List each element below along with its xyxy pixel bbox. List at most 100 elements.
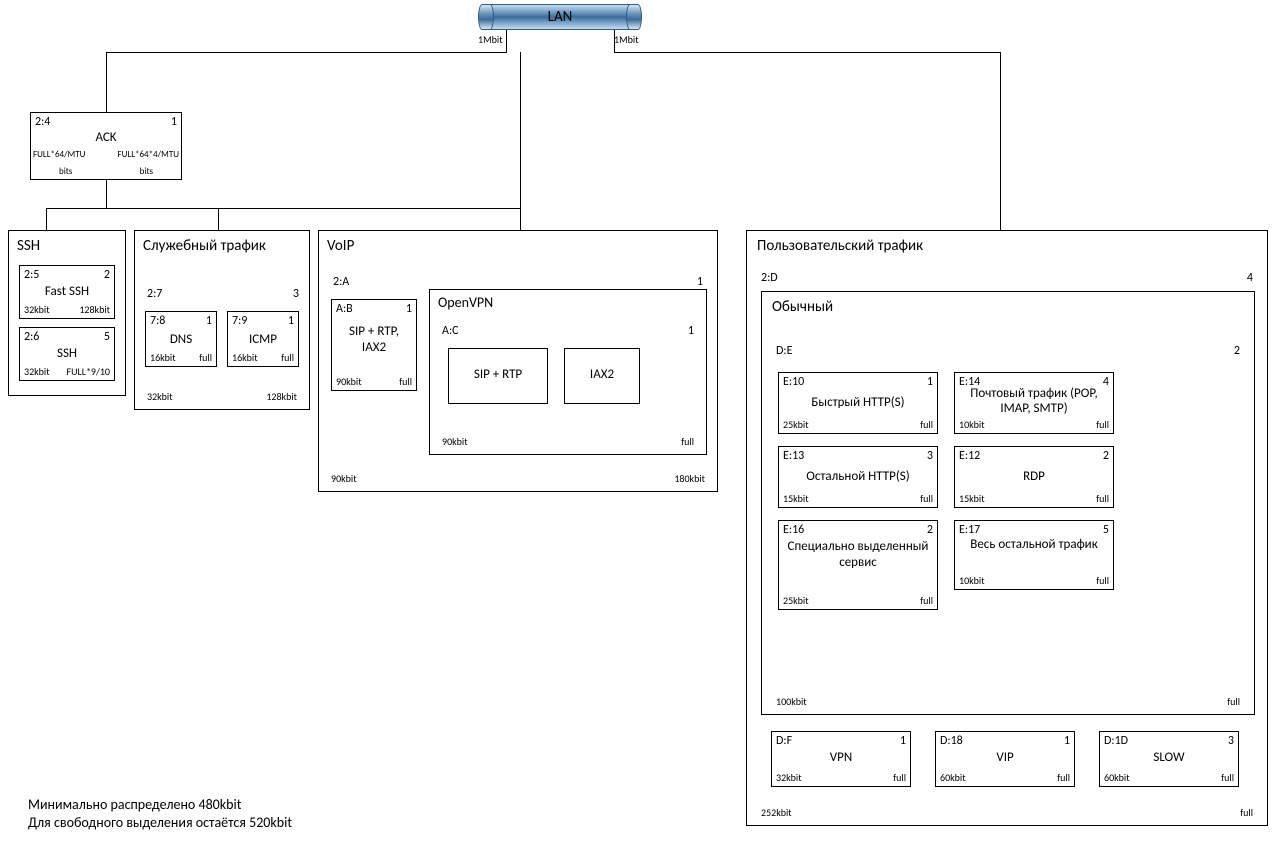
- ssh-box: 2:6 5 SSH 32kbit FULL*9/10: [19, 327, 115, 381]
- voip-group: VoIP 2:A 1 A:B 1 SIP + RTP, IAX2 90kbit …: [318, 230, 718, 492]
- e13-label: Остальной HTTP(S): [779, 469, 937, 484]
- e12-id: E:12: [959, 449, 980, 463]
- fast-ssh-min: 32kbit: [24, 303, 50, 316]
- footer-line1: Минимально распределено 480kbit: [28, 796, 241, 813]
- slow-max: full: [1221, 771, 1234, 784]
- normal-title: Обычный: [772, 298, 833, 316]
- footer-line2: Для свободного выделения остаётся 520kbi…: [28, 814, 292, 831]
- ovpn-sip-label: SIP + RTP: [449, 367, 547, 382]
- e17-label: Весь остальной трафик: [955, 537, 1113, 553]
- e16-box: E:16 2 Специально выделенный сервис 25kb…: [778, 520, 938, 610]
- e17-prio: 5: [1103, 523, 1109, 537]
- ssh-prio: 5: [104, 330, 110, 344]
- ack-id: 2:4: [35, 115, 50, 129]
- e13-id: E:13: [783, 449, 804, 463]
- fast-ssh-prio: 2: [104, 268, 110, 282]
- sip-rtp-iax-box: A:B 1 SIP + RTP, IAX2 90kbit full: [331, 299, 417, 391]
- fast-ssh-label: Fast SSH: [20, 284, 114, 299]
- e14-max: full: [1096, 418, 1109, 431]
- ssh-id: 2:6: [24, 330, 39, 344]
- e16-label: Специально выделенный сервис: [779, 539, 937, 570]
- e13-min: 15kbit: [783, 492, 809, 505]
- slow-label: SLOW: [1100, 750, 1238, 765]
- slow-box: D:1D 3 SLOW 60kbit full: [1099, 731, 1239, 787]
- dns-max: full: [199, 351, 212, 364]
- vip-label: VIP: [936, 750, 1074, 765]
- ssh-min: 32kbit: [24, 365, 50, 378]
- fast-ssh-box: 2:5 2 Fast SSH 32kbit 128kbit: [19, 265, 115, 319]
- normal-box: Обычный D:E 2 E:10 1 Быстрый HTTP(S) 25k…: [761, 291, 1255, 715]
- e10-prio: 1: [927, 375, 933, 389]
- ovpn-iax-box: IAX2: [564, 348, 640, 404]
- ack-right-sub: FULL*64*4/MTU: [118, 149, 179, 160]
- e12-max: full: [1096, 492, 1109, 505]
- openvpn-box: OpenVPN A:C 1 SIP + RTP IAX2 90kbit full: [429, 289, 707, 455]
- service-title: Служебный трафик: [143, 237, 293, 255]
- ack-prio: 1: [171, 115, 177, 129]
- vpn-min: 32kbit: [776, 771, 802, 784]
- ovpn-iax-label: IAX2: [565, 367, 639, 382]
- icmp-label: ICMP: [228, 332, 298, 347]
- e13-box: E:13 3 Остальной HTTP(S) 15kbit full: [778, 446, 938, 508]
- ack-right-bits: bits: [140, 166, 153, 177]
- e16-max: full: [920, 594, 933, 607]
- service-min: 32kbit: [147, 390, 173, 403]
- vpn-prio: 1: [900, 734, 906, 748]
- e10-box: E:10 1 Быстрый HTTP(S) 25kbit full: [778, 372, 938, 434]
- vpn-id: D:F: [776, 734, 792, 748]
- normal-id: D:E: [776, 344, 792, 358]
- voip-prio: 1: [697, 275, 703, 289]
- service-group: Служебный трафик 2:7 3 7:8 1 DNS 16kbit …: [134, 230, 310, 410]
- user-max: full: [1240, 806, 1253, 819]
- e10-min: 25kbit: [783, 418, 809, 431]
- fast-ssh-max: 128kbit: [79, 303, 110, 316]
- e17-box: E:17 5 Весь остальной трафик 10kbit full: [954, 520, 1114, 590]
- slow-prio: 3: [1228, 734, 1234, 748]
- slow-id: D:1D: [1104, 734, 1128, 748]
- fast-ssh-id: 2:5: [24, 268, 39, 282]
- service-id: 2:7: [147, 287, 162, 301]
- openvpn-prio: 1: [688, 324, 694, 338]
- dns-label: DNS: [146, 332, 216, 347]
- icmp-box: 7:9 1 ICMP 16kbit full: [227, 311, 299, 367]
- openvpn-title: OpenVPN: [438, 294, 493, 311]
- e13-prio: 3: [927, 449, 933, 463]
- e12-box: E:12 2 RDP 15kbit full: [954, 446, 1114, 508]
- dns-id: 7:8: [150, 314, 165, 328]
- e16-id: E:16: [783, 523, 804, 537]
- vpn-label: VPN: [772, 750, 910, 765]
- sip-prio: 1: [406, 302, 412, 316]
- sip-min: 90kbit: [336, 375, 362, 388]
- e16-min: 25kbit: [783, 594, 809, 607]
- e14-label: Почтовый трафик (POP, IMAP, SMTP): [955, 387, 1113, 417]
- e12-min: 15kbit: [959, 492, 985, 505]
- ack-box: 2:4 1 ACK FULL*64/MTU FULL*64*4/MTU bits…: [30, 112, 182, 180]
- vip-max: full: [1057, 771, 1070, 784]
- voip-max: 180kbit: [674, 472, 705, 485]
- ack-left-sub: FULL*64/MTU: [33, 149, 85, 160]
- ovpn-min: 90kbit: [442, 435, 468, 448]
- e17-min: 10kbit: [959, 574, 985, 587]
- ovpn-sip-box: SIP + RTP: [448, 348, 548, 404]
- icmp-prio: 1: [288, 314, 294, 328]
- e17-id: E:17: [959, 523, 980, 537]
- e17-max: full: [1096, 574, 1109, 587]
- ovpn-max: full: [681, 435, 694, 448]
- normal-prio: 2: [1234, 344, 1240, 358]
- dns-prio: 1: [206, 314, 212, 328]
- e16-prio: 2: [927, 523, 933, 537]
- user-min: 252kbit: [761, 806, 792, 819]
- user-traffic-group: Пользовательский трафик 2:D 4 Обычный D:…: [746, 230, 1268, 826]
- slow-min: 60kbit: [1104, 771, 1130, 784]
- dns-min: 16kbit: [150, 351, 176, 364]
- icmp-max: full: [281, 351, 294, 364]
- lan-rate-right: 1Mbit: [614, 33, 639, 46]
- user-prio: 4: [1247, 271, 1253, 285]
- icmp-id: 7:9: [232, 314, 247, 328]
- voip-min: 90kbit: [331, 472, 357, 485]
- sip-max: full: [399, 375, 412, 388]
- ssh-title: SSH: [17, 237, 40, 255]
- e10-max: full: [920, 418, 933, 431]
- vip-min: 60kbit: [940, 771, 966, 784]
- ack-label: ACK: [31, 130, 181, 145]
